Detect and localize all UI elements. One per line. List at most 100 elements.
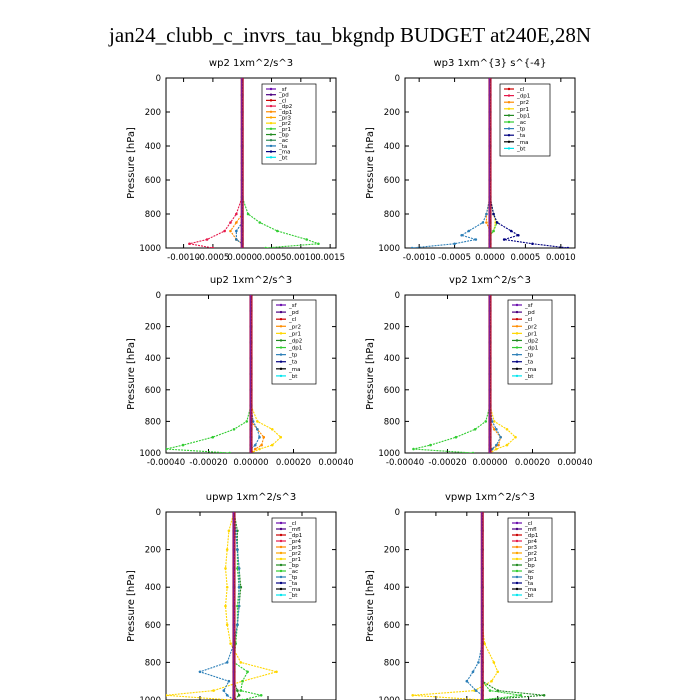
series-line-dp1 (166, 295, 252, 453)
legend-label: _dp1 (524, 346, 538, 352)
panel-3: up2 1xm^2/s^3 Pressure [hPa] 0 200 400 600 800… (126, 275, 354, 468)
legend-label: _pd (288, 310, 299, 316)
series-point-pr1 (258, 221, 262, 224)
x-tick-label: -0.0010 (403, 253, 436, 263)
plot-frame (165, 77, 337, 249)
legend-marker (279, 360, 283, 363)
series-point-dp1 (454, 435, 458, 439)
legend-label: _dp1 (524, 533, 538, 539)
y-tick-label: 600 (384, 621, 400, 631)
legend-label: _pr4 (524, 539, 538, 545)
panel-6: vpwp 1xm^2/s^3 Pressure [hPa] 0 200 400 600 80… (365, 492, 576, 700)
y-tick-label: 1000 (378, 449, 400, 459)
y-axis-label: Pressure [hPa] (126, 338, 137, 410)
panel-title: vpwp 1xm^2/s^3 (445, 492, 535, 503)
series-point-tp (485, 212, 488, 216)
legend-label: _tp (516, 127, 526, 133)
legend-label: _ma (516, 140, 528, 146)
legend-marker (279, 346, 283, 349)
legend-marker (515, 575, 519, 579)
legend-label: _ta (524, 360, 533, 366)
legend-label: _pr2 (278, 121, 291, 127)
y-axis-label: Pressure [hPa] (126, 127, 137, 199)
series-point-tp (474, 238, 478, 241)
series-point-pr1 (411, 694, 415, 697)
y-tick-label: 800 (384, 417, 400, 427)
series-point-tp (481, 221, 485, 224)
legend-label: _pr3 (288, 545, 302, 551)
series-group (166, 295, 283, 453)
series-point-pr1 (227, 529, 231, 533)
series-point-pr1 (505, 443, 509, 447)
x-tick-label: 0.00020 (515, 458, 550, 468)
legend-box (507, 299, 553, 385)
legend-marker (507, 147, 511, 150)
legend-label: _ma (288, 367, 300, 373)
legend-label: _dp2 (524, 338, 538, 344)
series-point-pr1 (270, 443, 274, 447)
series-point-pr1 (505, 428, 509, 431)
y-tick-label: 0 (156, 74, 161, 84)
legend-label: _pr1 (524, 331, 537, 337)
legend-marker (279, 310, 283, 314)
y-axis-label: Pressure [hPa] (365, 570, 376, 642)
legend-marker (279, 521, 283, 525)
legend-marker (515, 374, 519, 378)
legend-label: _pd (524, 310, 535, 316)
series-point-tp (258, 435, 261, 439)
legend-marker (507, 107, 511, 111)
series-point-ac (492, 229, 495, 233)
series-point-tp (227, 679, 231, 683)
series-point-pr1 (279, 435, 283, 439)
legend-label: _sf (278, 87, 288, 93)
legend-marker (269, 116, 273, 119)
series-point-pr1 (225, 623, 229, 627)
legend-marker (515, 551, 519, 555)
series-point-pr1 (258, 447, 261, 451)
series-point-pr1 (212, 689, 215, 692)
legend-label: _sf (524, 303, 534, 309)
x-tick-label: -0.00040 (147, 458, 185, 468)
series-point-tp (225, 694, 229, 697)
legend-label: _pr2 (524, 324, 537, 330)
series-point-ta (492, 212, 495, 216)
legend-marker (515, 569, 519, 573)
legend-label: _bt (516, 146, 526, 152)
y-tick-label: 0 (156, 291, 161, 301)
y-tick-label: 400 (145, 583, 161, 593)
legend-marker (515, 563, 519, 567)
x-tick-label: 0.0000 (227, 253, 257, 263)
legend-label: _tp (288, 353, 298, 359)
y-tick-label: 200 (145, 546, 161, 556)
series-point-dp1 (232, 428, 236, 431)
y-tick-label: 200 (145, 108, 161, 118)
legend-marker (507, 120, 511, 124)
x-tick-label: 0.0005 (257, 253, 287, 263)
series-point-pr1 (264, 246, 267, 248)
series-point-pr1 (492, 420, 496, 423)
legend-box (271, 517, 317, 603)
series-point-pr2 (492, 428, 496, 431)
legend-marker (507, 140, 511, 143)
legend-marker (269, 156, 273, 159)
panel-4: vp2 1xm^2/s^3 Pressure [hPa] 0 200 400 600 800… (365, 275, 593, 468)
series-point-dp2 (205, 238, 209, 241)
legend-label: _ta (288, 360, 297, 366)
legend-label: _bp (524, 563, 535, 569)
series-point-pr1 (496, 670, 500, 674)
series-point-ta (502, 238, 506, 241)
legend-marker (279, 569, 283, 573)
series-point-dp1 (473, 428, 477, 431)
legend-box (507, 517, 553, 603)
y-tick-label: 400 (384, 142, 400, 152)
y-tick-label: 1000 (139, 449, 161, 459)
legend-marker (269, 104, 273, 108)
y-tick-label: 0 (395, 291, 400, 301)
series-point-ta (235, 229, 238, 233)
series-point-dp1 (245, 420, 249, 423)
legend-label: _bp (278, 133, 289, 139)
series-point-pr1 (256, 420, 259, 423)
series-point-ac (241, 679, 244, 683)
y-tick-label: 600 (145, 386, 161, 396)
legend-box (271, 299, 317, 385)
